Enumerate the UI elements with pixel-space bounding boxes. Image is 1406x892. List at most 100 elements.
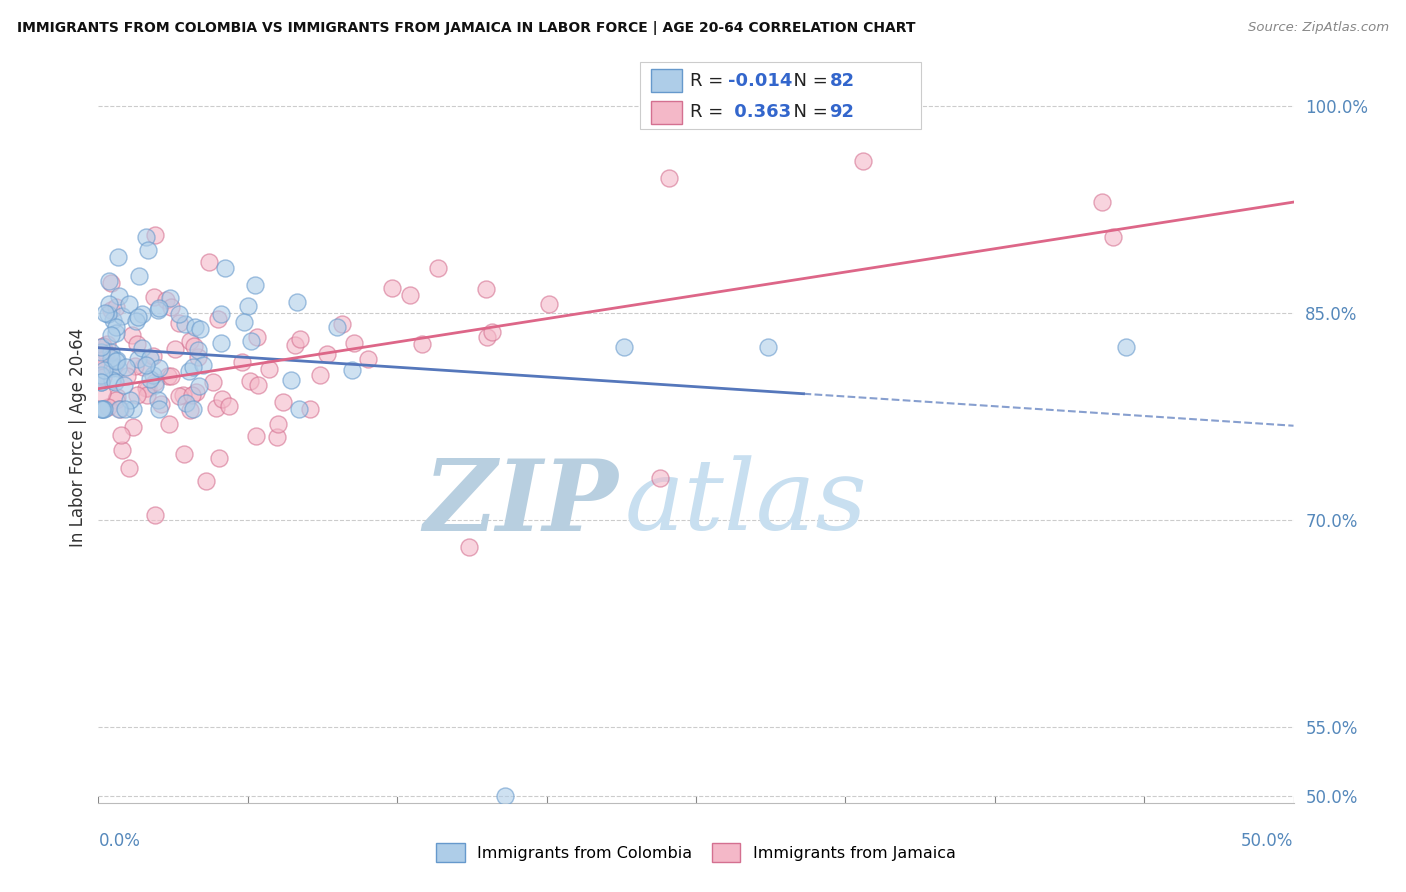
Point bbox=[238, 299, 260, 313]
Point bbox=[105, 320, 128, 334]
Point bbox=[91, 369, 114, 384]
Point bbox=[181, 359, 204, 374]
Point bbox=[98, 297, 121, 311]
Point bbox=[104, 301, 127, 315]
Point bbox=[90, 345, 112, 359]
Point bbox=[240, 334, 263, 349]
Text: -0.014: -0.014 bbox=[728, 71, 793, 89]
Point bbox=[211, 392, 233, 406]
Point bbox=[143, 378, 166, 392]
Point bbox=[458, 541, 481, 555]
Point bbox=[204, 401, 226, 416]
Point bbox=[326, 319, 349, 334]
Point bbox=[658, 171, 681, 186]
Point bbox=[176, 396, 198, 410]
Point bbox=[239, 374, 262, 388]
Point bbox=[110, 428, 132, 442]
Point bbox=[132, 359, 155, 374]
Point bbox=[245, 429, 267, 443]
Point bbox=[191, 359, 214, 373]
Point bbox=[159, 301, 181, 315]
Point bbox=[160, 368, 183, 383]
Point bbox=[108, 402, 131, 417]
Point bbox=[97, 274, 120, 288]
Point bbox=[107, 250, 129, 264]
Point bbox=[125, 314, 148, 328]
Point bbox=[475, 330, 498, 344]
Point bbox=[1102, 230, 1125, 244]
Point bbox=[96, 401, 118, 415]
Point bbox=[90, 375, 112, 389]
Point bbox=[90, 352, 112, 367]
Point bbox=[143, 227, 166, 242]
Point bbox=[100, 351, 122, 366]
Point bbox=[285, 294, 308, 309]
Point bbox=[125, 337, 148, 351]
Point bbox=[93, 402, 115, 417]
Point bbox=[247, 377, 270, 392]
Point bbox=[148, 301, 170, 315]
Point bbox=[187, 350, 209, 364]
Point bbox=[136, 388, 159, 402]
Point bbox=[91, 386, 114, 401]
Point bbox=[207, 312, 229, 326]
Point bbox=[852, 154, 875, 169]
Point bbox=[174, 317, 197, 331]
Text: 92: 92 bbox=[830, 103, 855, 121]
Point bbox=[96, 336, 118, 351]
Point bbox=[209, 336, 232, 351]
Text: atlas: atlas bbox=[624, 455, 868, 550]
Point bbox=[316, 346, 339, 360]
Point bbox=[243, 277, 266, 292]
Point bbox=[756, 340, 779, 354]
Point bbox=[101, 361, 124, 376]
Point bbox=[1115, 340, 1137, 354]
Point bbox=[122, 402, 145, 417]
Point bbox=[148, 402, 170, 417]
Point bbox=[104, 326, 127, 341]
Point bbox=[143, 508, 166, 522]
Point bbox=[201, 375, 224, 389]
Point bbox=[173, 447, 195, 461]
Point bbox=[142, 349, 165, 363]
Point bbox=[103, 359, 125, 373]
Point bbox=[257, 361, 280, 376]
Point bbox=[271, 395, 294, 409]
Point bbox=[169, 389, 191, 403]
Point bbox=[167, 316, 190, 330]
Point bbox=[139, 372, 162, 386]
Point bbox=[266, 430, 288, 444]
Point bbox=[136, 243, 159, 257]
Legend: Immigrants from Colombia, Immigrants from Jamaica: Immigrants from Colombia, Immigrants fro… bbox=[429, 837, 963, 868]
Point bbox=[111, 309, 134, 323]
Point bbox=[93, 359, 115, 373]
Point bbox=[280, 373, 302, 387]
Point bbox=[138, 381, 160, 395]
Point bbox=[209, 307, 232, 321]
Point bbox=[90, 340, 112, 354]
Point bbox=[184, 319, 207, 334]
Point bbox=[112, 377, 135, 392]
Text: 0.0%: 0.0% bbox=[98, 831, 141, 849]
Point bbox=[246, 330, 269, 344]
Point bbox=[97, 308, 120, 322]
Point bbox=[233, 315, 256, 329]
Point bbox=[298, 402, 321, 417]
Text: R =: R = bbox=[690, 103, 730, 121]
Point bbox=[179, 334, 201, 349]
Point bbox=[194, 474, 217, 488]
Text: ZIP: ZIP bbox=[423, 455, 619, 551]
Point bbox=[179, 402, 201, 417]
Point bbox=[188, 321, 211, 335]
Point bbox=[108, 402, 131, 417]
Point bbox=[94, 306, 117, 320]
Point bbox=[172, 388, 194, 402]
Point bbox=[159, 291, 181, 305]
Point bbox=[108, 289, 131, 303]
Point bbox=[187, 343, 209, 357]
Point bbox=[115, 369, 138, 384]
Point bbox=[183, 339, 205, 353]
Point bbox=[127, 310, 149, 324]
Point bbox=[340, 363, 363, 377]
Point bbox=[90, 402, 112, 417]
